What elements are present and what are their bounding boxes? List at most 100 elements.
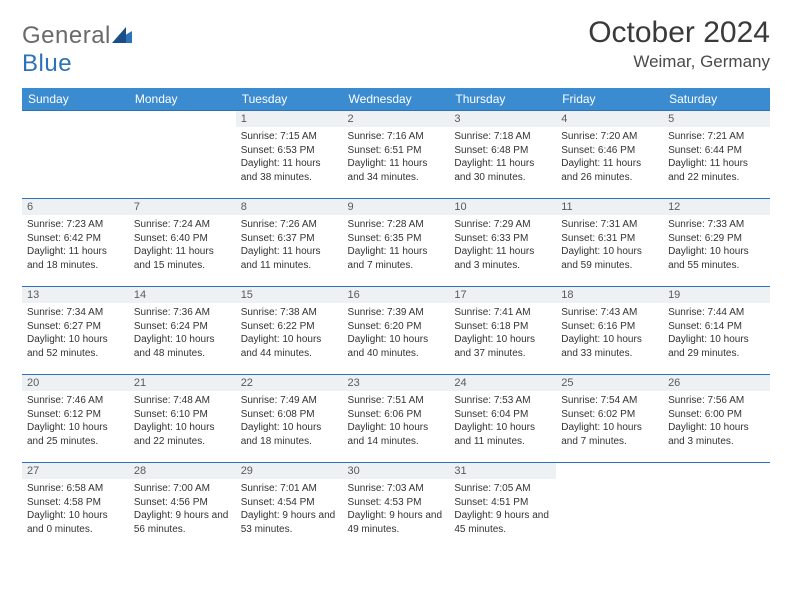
day-header-row: Sunday Monday Tuesday Wednesday Thursday… [22, 88, 770, 111]
sunrise-text: Sunrise: 7:49 AM [241, 394, 338, 408]
sunrise-text: Sunrise: 7:51 AM [348, 394, 445, 408]
day-number: 21 [129, 375, 236, 391]
brand-mark-icon [112, 22, 132, 49]
day-cell: 15Sunrise: 7:38 AMSunset: 6:22 PMDayligh… [236, 287, 343, 375]
daylight-text: Daylight: 9 hours and 53 minutes. [241, 509, 338, 536]
sunset-text: Sunset: 6:22 PM [241, 320, 338, 334]
day-number: 23 [343, 375, 450, 391]
daylight-text: Daylight: 9 hours and 45 minutes. [454, 509, 551, 536]
day-cell: 14Sunrise: 7:36 AMSunset: 6:24 PMDayligh… [129, 287, 236, 375]
day-header-mon: Monday [129, 88, 236, 111]
sunset-text: Sunset: 6:12 PM [27, 408, 124, 422]
day-cell: 4Sunrise: 7:20 AMSunset: 6:46 PMDaylight… [556, 111, 663, 199]
sunset-text: Sunset: 6:18 PM [454, 320, 551, 334]
sunrise-text: Sunrise: 7:15 AM [241, 130, 338, 144]
sunrise-text: Sunrise: 7:33 AM [668, 218, 765, 232]
daylight-text: Daylight: 11 hours and 3 minutes. [454, 245, 551, 272]
day-number: 24 [449, 375, 556, 391]
sunrise-text: Sunrise: 7:54 AM [561, 394, 658, 408]
day-details: Sunrise: 7:23 AMSunset: 6:42 PMDaylight:… [22, 215, 129, 275]
day-details: Sunrise: 7:16 AMSunset: 6:51 PMDaylight:… [343, 127, 450, 187]
daylight-text: Daylight: 10 hours and 0 minutes. [27, 509, 124, 536]
sunset-text: Sunset: 6:40 PM [134, 232, 231, 246]
sunrise-text: Sunrise: 7:34 AM [27, 306, 124, 320]
sunrise-text: Sunrise: 7:26 AM [241, 218, 338, 232]
day-details: Sunrise: 7:00 AMSunset: 4:56 PMDaylight:… [129, 479, 236, 539]
sunset-text: Sunset: 6:16 PM [561, 320, 658, 334]
day-cell: 27Sunrise: 6:58 AMSunset: 4:58 PMDayligh… [22, 463, 129, 551]
sunset-text: Sunset: 6:53 PM [241, 144, 338, 158]
day-cell: 19Sunrise: 7:44 AMSunset: 6:14 PMDayligh… [663, 287, 770, 375]
day-cell: 7Sunrise: 7:24 AMSunset: 6:40 PMDaylight… [129, 199, 236, 287]
day-details: Sunrise: 7:20 AMSunset: 6:46 PMDaylight:… [556, 127, 663, 187]
day-details: Sunrise: 7:41 AMSunset: 6:18 PMDaylight:… [449, 303, 556, 363]
day-header-fri: Friday [556, 88, 663, 111]
sunset-text: Sunset: 6:29 PM [668, 232, 765, 246]
day-cell: 1Sunrise: 7:15 AMSunset: 6:53 PMDaylight… [236, 111, 343, 199]
calendar-table: Sunday Monday Tuesday Wednesday Thursday… [22, 88, 770, 551]
week-row: 6Sunrise: 7:23 AMSunset: 6:42 PMDaylight… [22, 199, 770, 287]
day-number: 18 [556, 287, 663, 303]
daylight-text: Daylight: 10 hours and 40 minutes. [348, 333, 445, 360]
location-label: Weimar, Germany [588, 52, 770, 72]
day-cell: 11Sunrise: 7:31 AMSunset: 6:31 PMDayligh… [556, 199, 663, 287]
daylight-text: Daylight: 10 hours and 59 minutes. [561, 245, 658, 272]
day-details: Sunrise: 7:44 AMSunset: 6:14 PMDaylight:… [663, 303, 770, 363]
day-details: Sunrise: 7:18 AMSunset: 6:48 PMDaylight:… [449, 127, 556, 187]
day-details: Sunrise: 7:15 AMSunset: 6:53 PMDaylight:… [236, 127, 343, 187]
day-cell: 20Sunrise: 7:46 AMSunset: 6:12 PMDayligh… [22, 375, 129, 463]
day-details: Sunrise: 7:48 AMSunset: 6:10 PMDaylight:… [129, 391, 236, 451]
daylight-text: Daylight: 10 hours and 25 minutes. [27, 421, 124, 448]
brand-logo: GeneralBlue [22, 22, 132, 78]
day-details: Sunrise: 7:43 AMSunset: 6:16 PMDaylight:… [556, 303, 663, 363]
sunrise-text: Sunrise: 7:44 AM [668, 306, 765, 320]
day-number: 3 [449, 111, 556, 127]
week-row: 1Sunrise: 7:15 AMSunset: 6:53 PMDaylight… [22, 111, 770, 199]
day-number: 27 [22, 463, 129, 479]
daylight-text: Daylight: 11 hours and 30 minutes. [454, 157, 551, 184]
sunset-text: Sunset: 6:46 PM [561, 144, 658, 158]
daylight-text: Daylight: 11 hours and 15 minutes. [134, 245, 231, 272]
sunrise-text: Sunrise: 7:18 AM [454, 130, 551, 144]
day-cell: 28Sunrise: 7:00 AMSunset: 4:56 PMDayligh… [129, 463, 236, 551]
day-number: 9 [343, 199, 450, 215]
day-number: 12 [663, 199, 770, 215]
daylight-text: Daylight: 10 hours and 22 minutes. [134, 421, 231, 448]
daylight-text: Daylight: 10 hours and 44 minutes. [241, 333, 338, 360]
day-details: Sunrise: 7:28 AMSunset: 6:35 PMDaylight:… [343, 215, 450, 275]
sunset-text: Sunset: 6:02 PM [561, 408, 658, 422]
sunrise-text: Sunrise: 7:31 AM [561, 218, 658, 232]
day-details: Sunrise: 7:03 AMSunset: 4:53 PMDaylight:… [343, 479, 450, 539]
daylight-text: Daylight: 11 hours and 18 minutes. [27, 245, 124, 272]
day-number: 2 [343, 111, 450, 127]
daylight-text: Daylight: 9 hours and 56 minutes. [134, 509, 231, 536]
calendar-body: 1Sunrise: 7:15 AMSunset: 6:53 PMDaylight… [22, 111, 770, 551]
sunset-text: Sunset: 6:42 PM [27, 232, 124, 246]
day-cell [663, 463, 770, 551]
day-number: 30 [343, 463, 450, 479]
daylight-text: Daylight: 10 hours and 3 minutes. [668, 421, 765, 448]
daylight-text: Daylight: 10 hours and 48 minutes. [134, 333, 231, 360]
day-details: Sunrise: 7:39 AMSunset: 6:20 PMDaylight:… [343, 303, 450, 363]
sunrise-text: Sunrise: 7:16 AM [348, 130, 445, 144]
daylight-text: Daylight: 10 hours and 37 minutes. [454, 333, 551, 360]
day-cell: 18Sunrise: 7:43 AMSunset: 6:16 PMDayligh… [556, 287, 663, 375]
day-details: Sunrise: 7:56 AMSunset: 6:00 PMDaylight:… [663, 391, 770, 451]
sunset-text: Sunset: 6:44 PM [668, 144, 765, 158]
day-number: 17 [449, 287, 556, 303]
day-cell: 21Sunrise: 7:48 AMSunset: 6:10 PMDayligh… [129, 375, 236, 463]
day-cell: 5Sunrise: 7:21 AMSunset: 6:44 PMDaylight… [663, 111, 770, 199]
sunrise-text: Sunrise: 6:58 AM [27, 482, 124, 496]
sunset-text: Sunset: 6:33 PM [454, 232, 551, 246]
daylight-text: Daylight: 11 hours and 7 minutes. [348, 245, 445, 272]
daylight-text: Daylight: 11 hours and 38 minutes. [241, 157, 338, 184]
sunset-text: Sunset: 6:37 PM [241, 232, 338, 246]
sunrise-text: Sunrise: 7:39 AM [348, 306, 445, 320]
day-number: 6 [22, 199, 129, 215]
sunrise-text: Sunrise: 7:29 AM [454, 218, 551, 232]
day-number: 22 [236, 375, 343, 391]
day-details: Sunrise: 7:49 AMSunset: 6:08 PMDaylight:… [236, 391, 343, 451]
sunrise-text: Sunrise: 7:56 AM [668, 394, 765, 408]
day-details: Sunrise: 7:51 AMSunset: 6:06 PMDaylight:… [343, 391, 450, 451]
day-number: 8 [236, 199, 343, 215]
